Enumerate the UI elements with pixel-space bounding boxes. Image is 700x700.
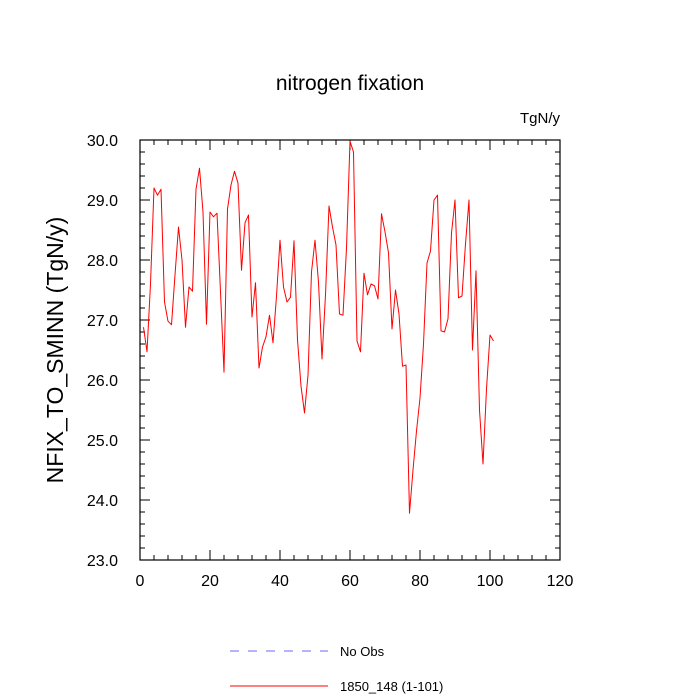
series-group (143, 140, 494, 514)
y-tick-label: 27.0 (87, 313, 118, 330)
x-tick-label: 60 (341, 573, 359, 590)
legend-label-1850-148: 1850_148 (1-101) (340, 679, 443, 694)
x-tick-label: 120 (547, 573, 574, 590)
chart-title: nitrogen fixation (276, 72, 424, 95)
y-tick-label: 30.0 (87, 133, 118, 150)
x-tick-label: 100 (477, 573, 504, 590)
axis-tick-labels: 0 20 40 60 80 100 120 23.0 24.0 25.0 26.0 27.0 28.0 2… (87, 133, 574, 590)
y-tick-label: 28.0 (87, 253, 118, 270)
legend: No Obs 1850_148 (1-101) (230, 644, 443, 694)
units-label: TgN/y (520, 110, 561, 127)
y-axis-label: NFIX_TO_SMINN (TgN/y) (42, 217, 68, 484)
y-tick-label: 25.0 (87, 433, 118, 450)
y-tick-label: 29.0 (87, 193, 118, 210)
y-tick-label: 24.0 (87, 493, 118, 510)
legend-label-no-obs: No Obs (340, 644, 385, 659)
plot-frame (139, 139, 561, 561)
x-tick-label: 0 (136, 573, 145, 590)
axis-ticks (139, 139, 561, 561)
y-tick-label: 23.0 (87, 553, 118, 570)
x-tick-label: 80 (411, 573, 429, 590)
series-line-1 (143, 140, 494, 514)
x-tick-label: 40 (271, 573, 289, 590)
y-tick-label: 26.0 (87, 373, 118, 390)
x-tick-label: 20 (201, 573, 219, 590)
